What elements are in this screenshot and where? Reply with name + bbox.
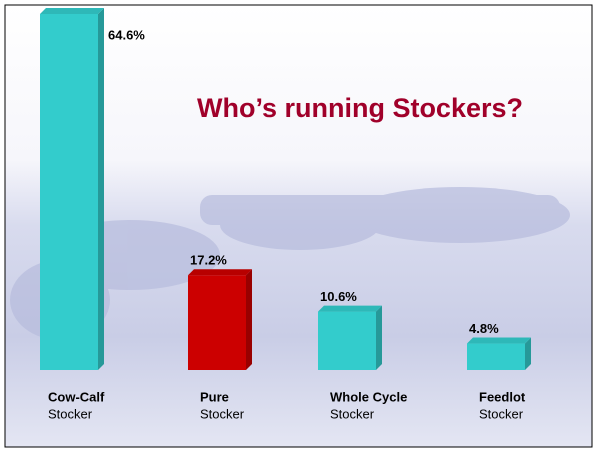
bar-top <box>40 8 104 14</box>
value-label: 10.6% <box>320 289 357 304</box>
x-tick-label: Feedlot <box>479 389 526 404</box>
x-tick-label: Pure <box>200 389 229 404</box>
bar-top <box>467 338 531 344</box>
bar-side <box>98 8 104 370</box>
x-tick-label: Stocker <box>479 406 524 421</box>
x-tick-label: Stocker <box>200 406 245 421</box>
bar <box>467 344 525 370</box>
value-label: 17.2% <box>190 253 227 268</box>
chart: Who’s running Stockers? 64.6% Cow-Calf Sto… <box>0 0 597 452</box>
value-label: 4.8% <box>469 321 499 336</box>
bar <box>188 275 246 370</box>
bar-side <box>376 306 382 370</box>
x-tick-label: Stocker <box>330 406 375 421</box>
bar <box>318 312 376 370</box>
x-tick-label: Whole Cycle <box>330 389 407 404</box>
bar-top <box>318 306 382 312</box>
bar <box>40 14 98 370</box>
chart-title: Who’s running Stockers? <box>197 93 523 123</box>
bar-top <box>188 269 252 275</box>
x-tick-label: Stocker <box>48 406 93 421</box>
value-label: 64.6% <box>108 27 145 42</box>
bar-side <box>246 269 252 370</box>
x-tick-label: Cow-Calf <box>48 389 105 404</box>
